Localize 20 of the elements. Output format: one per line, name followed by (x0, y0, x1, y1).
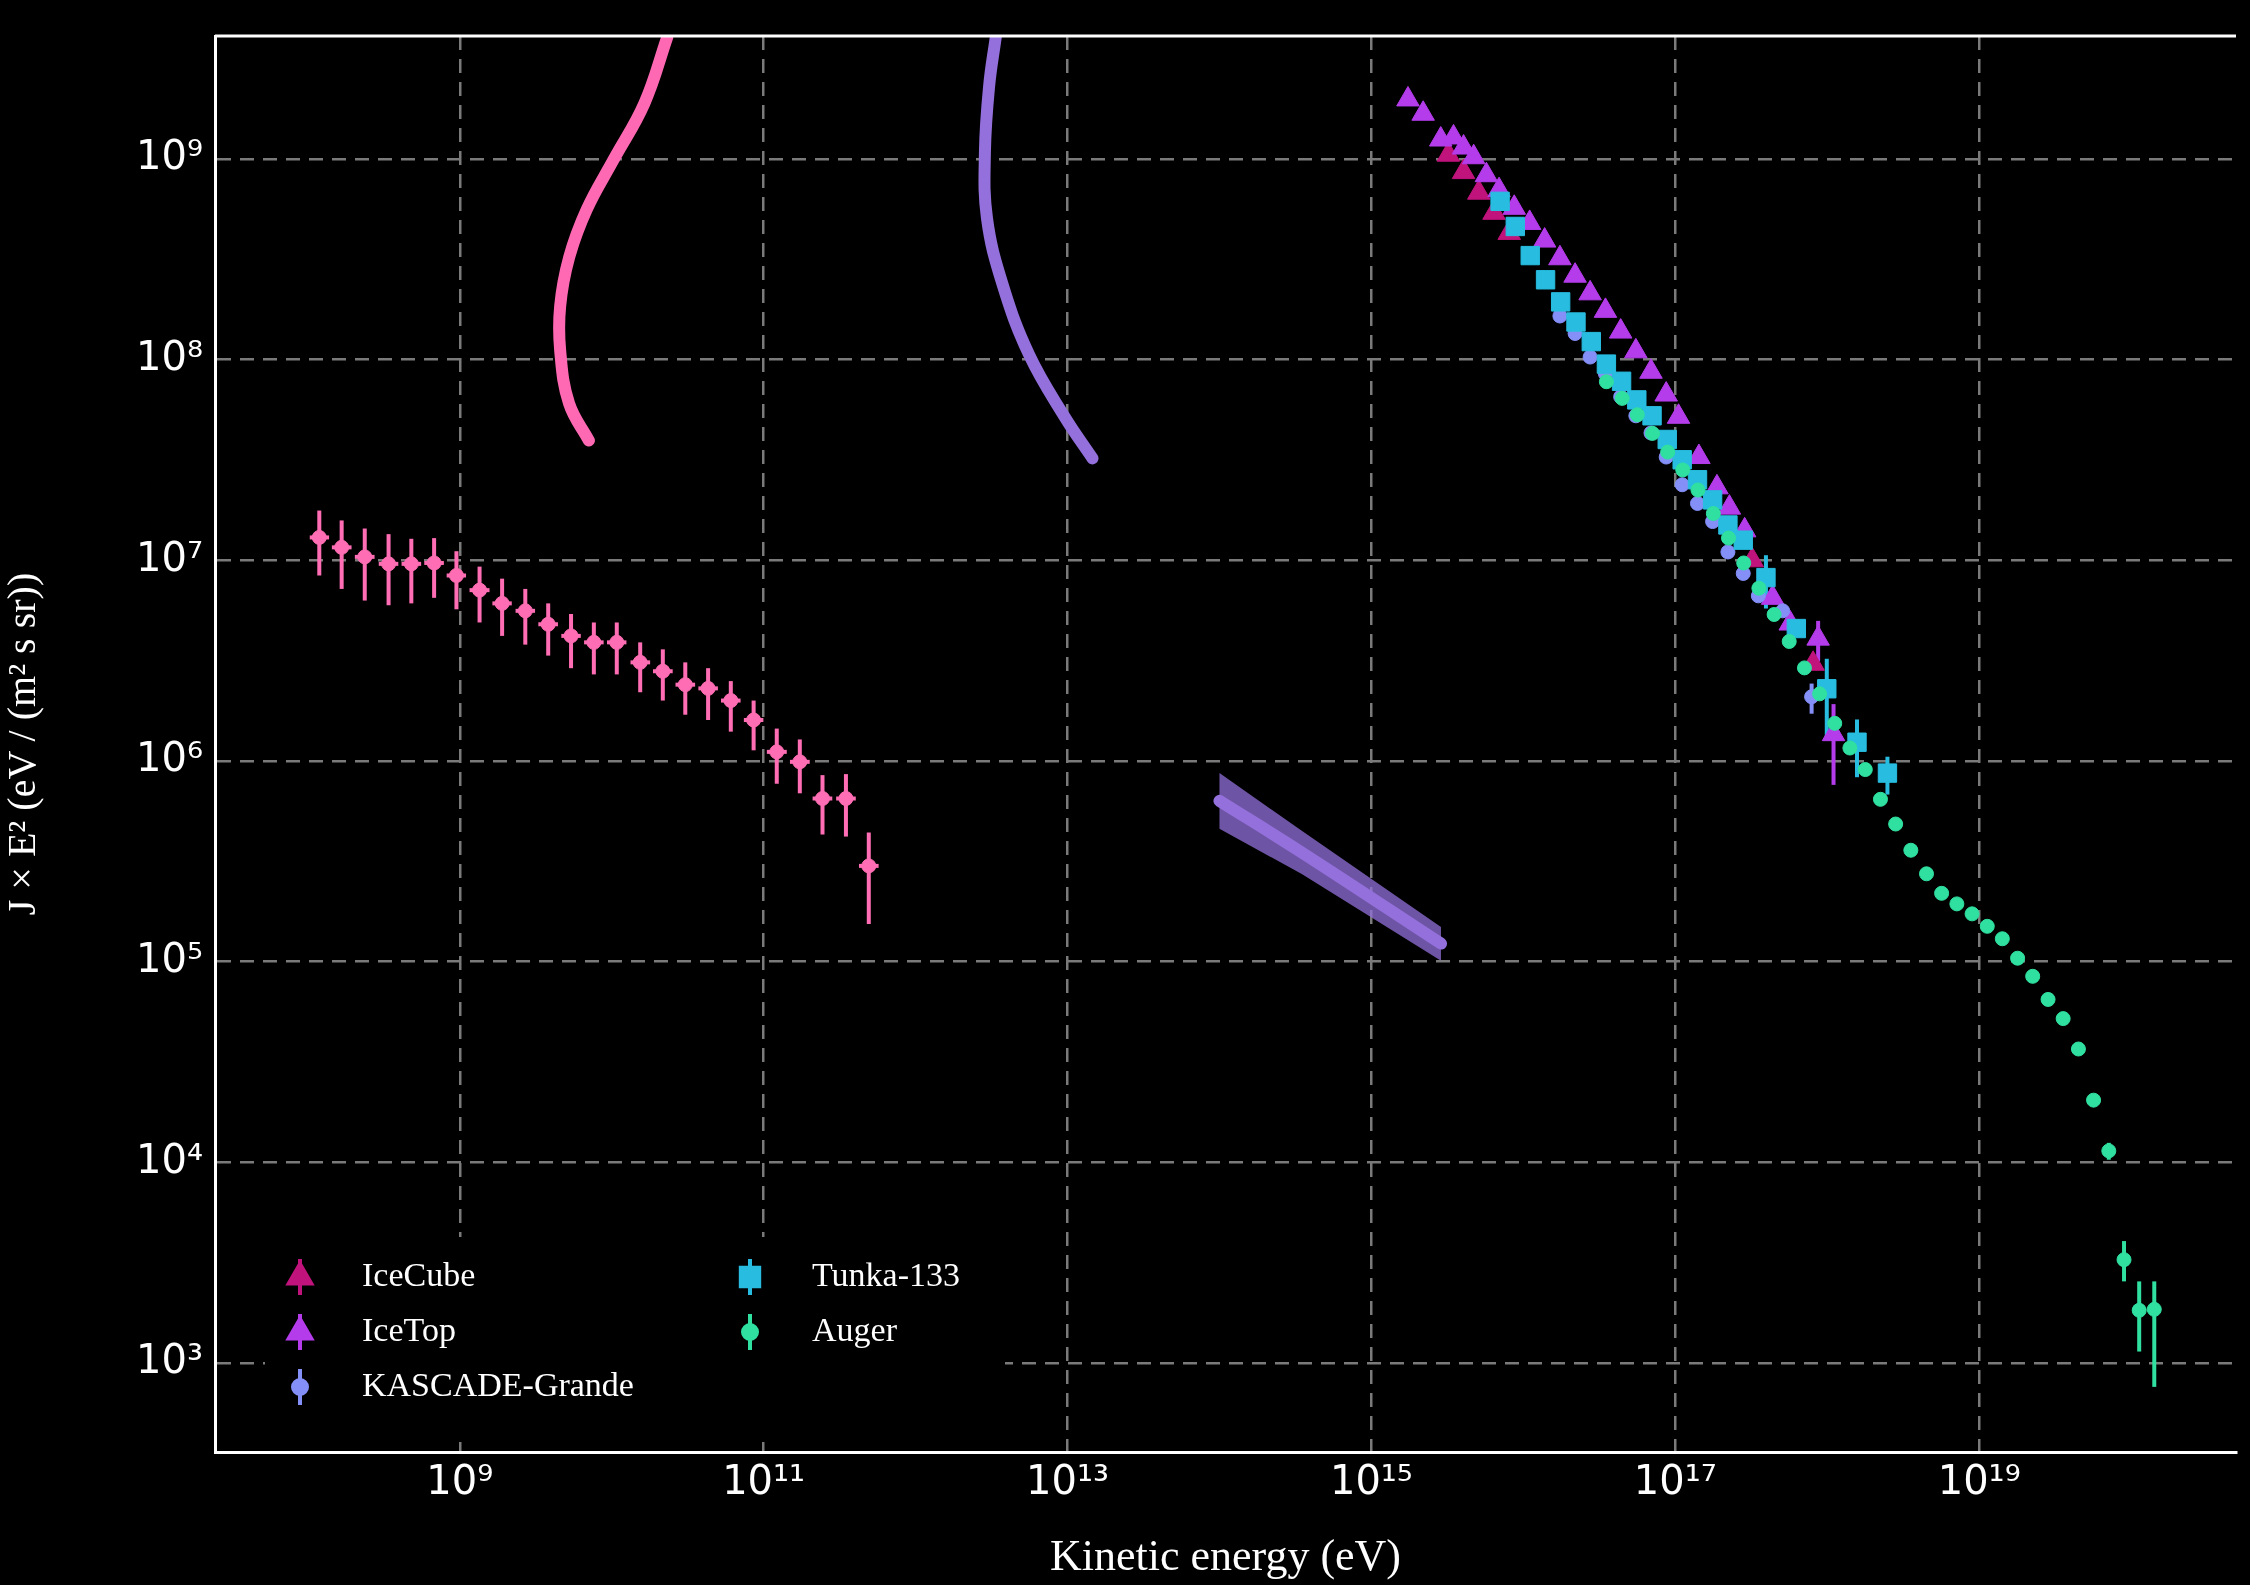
legend-label: Auger (812, 1310, 898, 1348)
x-axis-title: Kinetic energy (eV) (1049, 1531, 1402, 1581)
legend-label: IceTop (362, 1310, 456, 1348)
x-tick-label: 10¹⁷ (1633, 1457, 1717, 1504)
y-tick-label: 10⁶ (136, 734, 203, 781)
legend-label: IceCube (362, 1255, 476, 1293)
x-tick-label: 10¹¹ (722, 1457, 806, 1504)
x-tick-label: 10⁹ (426, 1457, 494, 1504)
y-tick-label: 10⁵ (136, 935, 203, 982)
y-tick-label: 10⁸ (136, 333, 203, 380)
y-tick-label: 10³ (136, 1336, 203, 1383)
x-tick-label: 10¹³ (1026, 1457, 1110, 1504)
legend-label: Tunka-133 (812, 1255, 960, 1293)
y-tick-label: 10⁹ (136, 132, 203, 179)
y-axis-title: J × E² (eV / (m² s sr)) (0, 572, 44, 916)
x-tick-label: 10¹⁵ (1329, 1457, 1413, 1504)
y-tick-label: 10⁷ (136, 533, 203, 580)
legend-label: KASCADE-Grande (362, 1365, 634, 1403)
y-tick-label: 10⁴ (136, 1135, 203, 1182)
x-tick-label: 10¹⁹ (1937, 1457, 2021, 1504)
